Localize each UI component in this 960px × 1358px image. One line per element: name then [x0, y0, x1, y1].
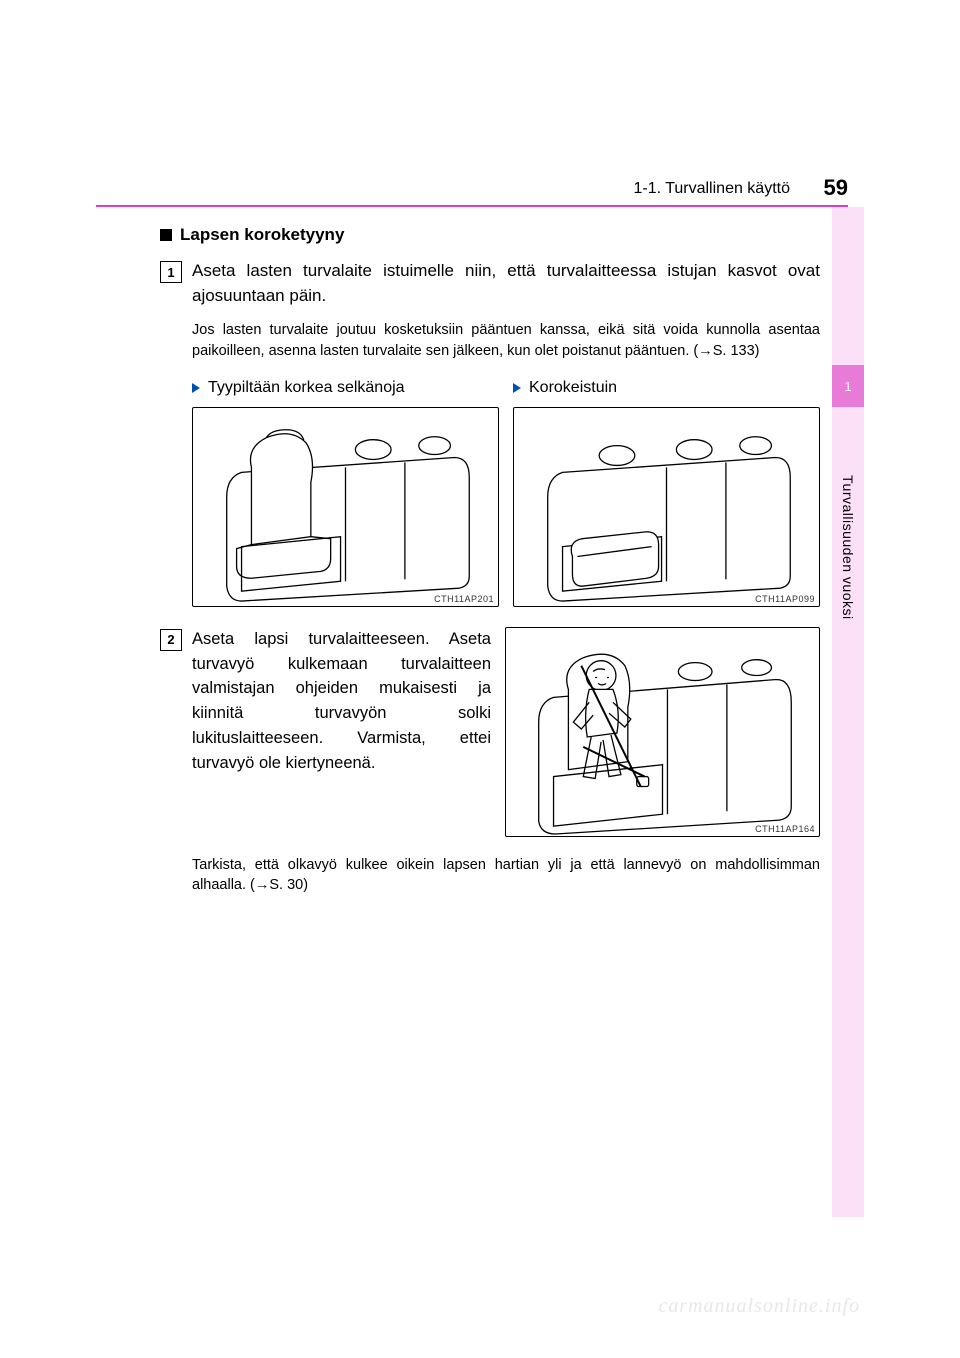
note-ref: S. 133	[713, 343, 755, 359]
arrow-icon: →	[698, 343, 713, 359]
variant-booster: Korokeistuin	[513, 379, 820, 607]
variants-row: Tyypiltään korkea selkänoja	[192, 379, 820, 607]
triangle-bullet-icon	[192, 383, 200, 393]
figure-child-in-seat: CTH11AP164	[505, 627, 820, 837]
step-2: 2 Aseta lapsi turvalaitteeseen. Aseta tu…	[160, 627, 491, 837]
figure-code: CTH11AP164	[755, 824, 815, 834]
variant-text: Korokeistuin	[529, 379, 617, 397]
figure-code: CTH11AP201	[434, 594, 494, 604]
square-bullet-icon	[160, 229, 172, 241]
step-1: 1 Aseta lasten turvalaite istuimelle nii…	[160, 259, 820, 361]
heading-text: Lapsen koroketyyny	[180, 225, 344, 245]
step-note: Jos lasten turvalaite joutuu kosketuksii…	[192, 320, 820, 361]
figure-booster-seat: CTH11AP099	[513, 407, 820, 607]
variant-label: Tyypiltään korkea selkänoja	[192, 379, 499, 397]
side-tab-text: Turvallisuuden vuoksi	[840, 475, 856, 620]
chapter-number: 1	[844, 379, 851, 394]
step-text: Aseta lasten turvalaite istuimelle niin,…	[192, 259, 820, 308]
step-text: Aseta lapsi turvalaitteeseen. Aseta turv…	[192, 627, 491, 837]
bottom-note: Tarkista, että olkavyö kulkee oikein lap…	[192, 855, 820, 896]
note-text-after: )	[755, 343, 760, 359]
figure-code: CTH11AP099	[755, 594, 815, 604]
variant-high-back: Tyypiltään korkea selkänoja	[192, 379, 499, 607]
watermark: carmanualsonline.info	[658, 1295, 860, 1318]
side-tab-chapter: 1	[832, 365, 864, 407]
step-number-box: 2	[160, 629, 182, 651]
side-tab-segment	[832, 687, 864, 1217]
step-body: Aseta lasten turvalaite istuimelle niin,…	[192, 259, 820, 361]
note-text-after: )	[303, 877, 308, 893]
variant-text: Tyypiltään korkea selkänoja	[208, 379, 405, 397]
variant-label: Korokeistuin	[513, 379, 820, 397]
page: 1-1. Turvallinen käyttö 59 1 Turvallisuu…	[0, 0, 960, 1358]
step-2-figure-col: CTH11AP164	[505, 627, 820, 837]
child-in-seat-illustration	[506, 628, 819, 836]
page-number: 59	[824, 175, 848, 201]
content-area: Lapsen koroketyyny 1 Aseta lasten turval…	[160, 225, 820, 895]
high-back-seat-illustration	[193, 408, 498, 606]
note-ref: S. 30	[269, 877, 303, 893]
figure-high-back-seat: CTH11AP201	[192, 407, 499, 607]
section-label: 1-1. Turvallinen käyttö	[633, 180, 790, 198]
step-2-row: 2 Aseta lapsi turvalaitteeseen. Aseta tu…	[160, 627, 820, 837]
subsection-heading: Lapsen koroketyyny	[160, 225, 820, 245]
step-number-box: 1	[160, 261, 182, 283]
side-tab-segment	[832, 207, 864, 365]
booster-seat-illustration	[514, 408, 819, 606]
side-tab-label: Turvallisuuden vuoksi	[832, 407, 864, 687]
header-rule	[96, 205, 848, 207]
triangle-bullet-icon	[513, 383, 521, 393]
arrow-icon: →	[255, 877, 270, 893]
